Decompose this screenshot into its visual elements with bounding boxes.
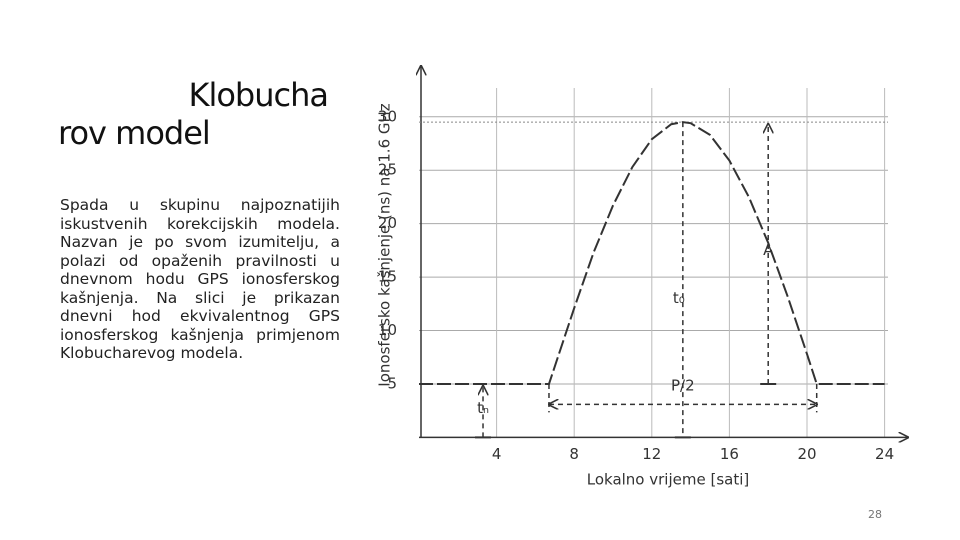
x-tick-label: 16 (720, 445, 739, 463)
y-tick-label: 5 (387, 374, 397, 392)
y-tick-label: 15 (378, 268, 397, 286)
body-text: Spada u skupinu najpoznatijih iskustveni… (60, 196, 340, 362)
y-tick-label: 20 (378, 214, 397, 232)
x-axis-label: Lokalno vrijeme [sati] (587, 471, 749, 489)
x-tick-label: 12 (642, 445, 661, 463)
annotation: A (763, 241, 774, 259)
y-tick-label: 30 (378, 107, 397, 125)
x-tick-label: 20 (797, 445, 816, 463)
title-line: Klobucha (188, 76, 329, 114)
title-line: rov model (58, 114, 211, 152)
y-axis-label: Ionosfersko kašnjenje (ns) na 1.6 GHz (376, 103, 394, 386)
annotation: t₀ (673, 289, 685, 307)
y-tick-label: 10 (378, 321, 397, 339)
x-tick-label: 4 (492, 445, 502, 463)
x-tick-label: 8 (569, 445, 579, 463)
annotation: tₙ (477, 399, 489, 417)
slide-title: Klobucha rov model (58, 76, 329, 152)
y-tick-label: 25 (378, 161, 397, 179)
x-tick-label: 24 (875, 445, 894, 463)
data-line (419, 121, 885, 385)
page-number: 28 (868, 508, 882, 521)
annotation: P/2 (671, 376, 695, 394)
